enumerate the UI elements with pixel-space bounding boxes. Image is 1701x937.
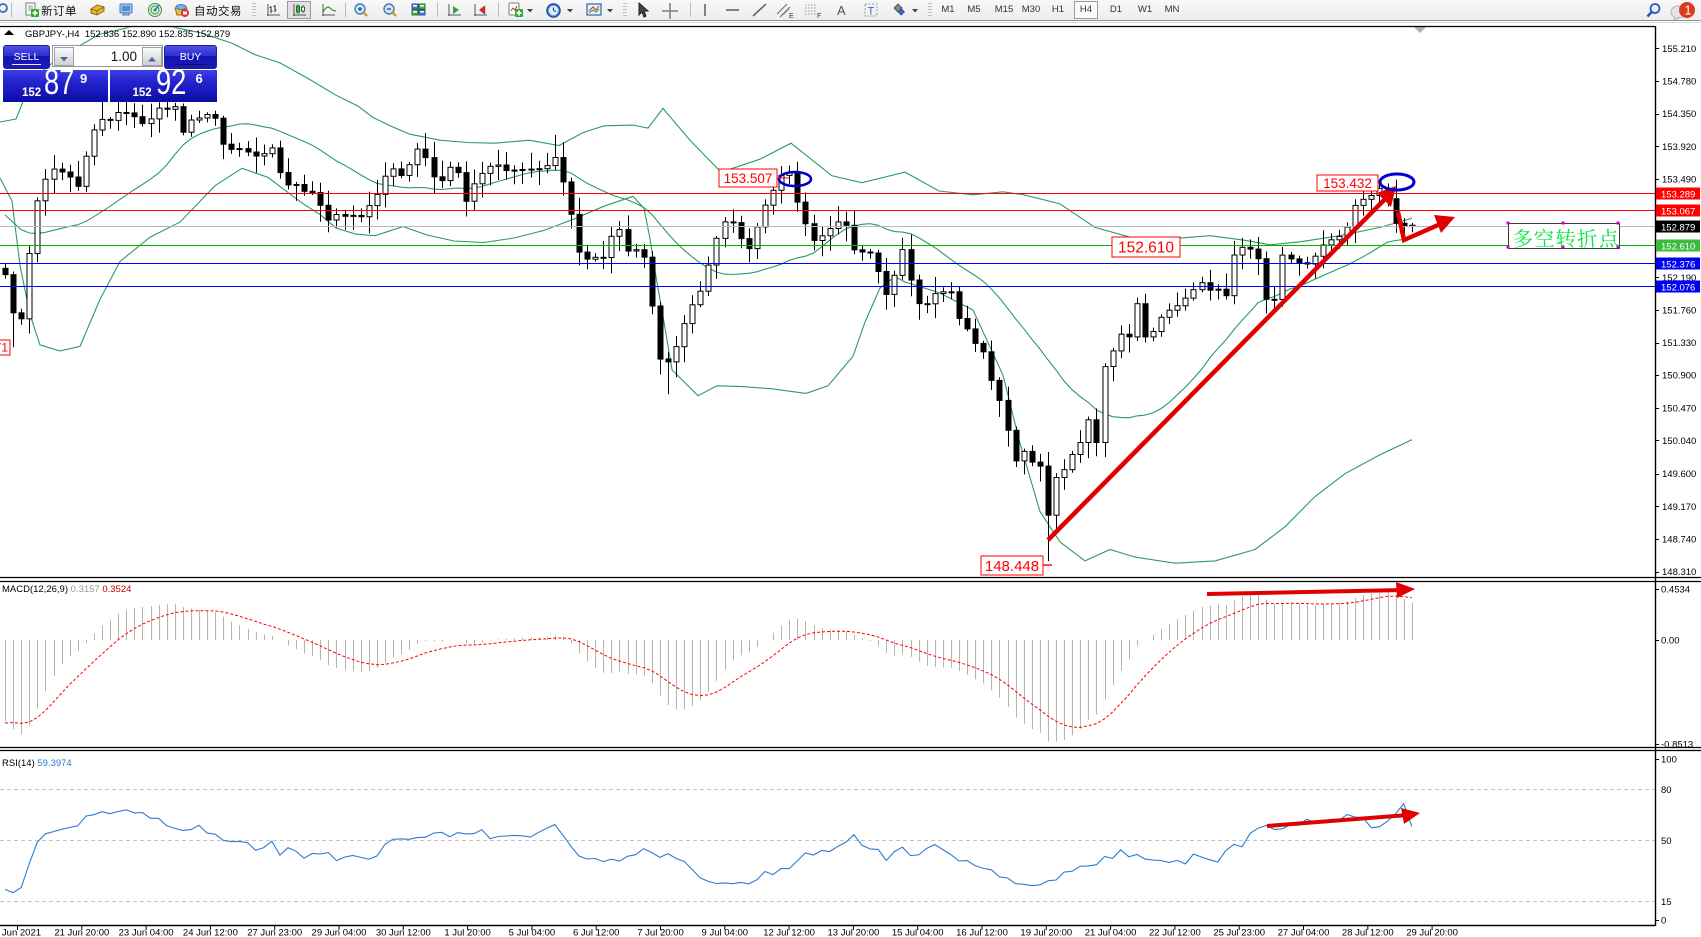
svg-text:1 Jul 20:00: 1 Jul 20:00 — [444, 928, 490, 937]
svg-text:153.507: 153.507 — [724, 171, 773, 186]
svg-text:152.610: 152.610 — [1661, 241, 1695, 252]
svg-text:30 Jun 12:00: 30 Jun 12:00 — [376, 928, 431, 937]
svg-text:23 Jun 04:00: 23 Jun 04:00 — [119, 928, 174, 937]
svg-text:27 Jun 23:00: 27 Jun 23:00 — [247, 928, 302, 937]
svg-text:12 Jul 12:00: 12 Jul 12:00 — [763, 928, 815, 937]
svg-text:0.4534: 0.4534 — [1661, 585, 1690, 596]
svg-text:153.490: 153.490 — [1662, 174, 1696, 185]
svg-text:MACD(12,26,9) 0.3157 0.3524: MACD(12,26,9) 0.3157 0.3524 — [2, 584, 131, 595]
svg-text:22 Jul 12:00: 22 Jul 12:00 — [1149, 928, 1201, 937]
svg-text:29 Jun 04:00: 29 Jun 04:00 — [312, 928, 367, 937]
svg-text:153.289: 153.289 — [1661, 189, 1695, 200]
svg-text:153.432: 153.432 — [1323, 176, 1372, 191]
svg-text:100: 100 — [1661, 755, 1677, 766]
svg-text:21 Jun 20:00: 21 Jun 20:00 — [54, 928, 109, 937]
svg-text:15: 15 — [1661, 897, 1672, 908]
svg-text:152.376: 152.376 — [1661, 259, 1695, 270]
svg-text:0.00: 0.00 — [1661, 636, 1680, 647]
svg-text:152.879: 152.879 — [1661, 222, 1695, 233]
svg-text:7 Jul 20:00: 7 Jul 20:00 — [637, 928, 683, 937]
svg-text:GBPJPY-,H4 152.836 152.890 15: GBPJPY-,H4 152.836 152.890 152.835 152.8… — [25, 29, 230, 40]
svg-text:6 Jul 12:00: 6 Jul 12:00 — [573, 928, 619, 937]
svg-text:153.067: 153.067 — [1661, 206, 1695, 217]
svg-text:152.076: 152.076 — [1661, 282, 1695, 293]
svg-text:0: 0 — [1661, 916, 1666, 927]
svg-text:152.610: 152.610 — [1118, 240, 1174, 257]
svg-text:E: E — [789, 13, 794, 19]
svg-text:8 Jun 2021: 8 Jun 2021 — [0, 928, 41, 937]
svg-text:15 Jul 04:00: 15 Jul 04:00 — [892, 928, 944, 937]
svg-text:F: F — [817, 13, 821, 19]
svg-text:150.470: 150.470 — [1662, 403, 1696, 414]
svg-text:24 Jun 12:00: 24 Jun 12:00 — [183, 928, 238, 937]
svg-text:19 Jul 20:00: 19 Jul 20:00 — [1020, 928, 1072, 937]
svg-text:50: 50 — [1661, 836, 1672, 847]
svg-text:150.900: 150.900 — [1662, 371, 1696, 382]
svg-text:29 Jul 20:00: 29 Jul 20:00 — [1406, 928, 1458, 937]
svg-text:-0.8513: -0.8513 — [1661, 740, 1693, 751]
svg-text:150.040: 150.040 — [1662, 436, 1696, 447]
svg-text:148.740: 148.740 — [1662, 534, 1696, 545]
svg-text:1: 1 — [1685, 4, 1692, 18]
svg-text:T: T — [868, 6, 875, 18]
svg-text:151.330: 151.330 — [1662, 338, 1696, 349]
svg-text:28 Jul 12:00: 28 Jul 12:00 — [1342, 928, 1394, 937]
svg-text:154.780: 154.780 — [1662, 77, 1696, 88]
svg-text:151.271: 151.271 — [0, 341, 8, 355]
svg-text:16 Jul 12:00: 16 Jul 12:00 — [956, 928, 1008, 937]
svg-text:152.190: 152.190 — [1662, 273, 1696, 284]
svg-text:155.210: 155.210 — [1662, 44, 1696, 55]
svg-text:5 Jul 04:00: 5 Jul 04:00 — [509, 928, 555, 937]
svg-text:A: A — [837, 3, 846, 18]
svg-text:13 Jul 20:00: 13 Jul 20:00 — [828, 928, 880, 937]
svg-text:21 Jul 04:00: 21 Jul 04:00 — [1085, 928, 1137, 937]
svg-text:149.170: 149.170 — [1662, 502, 1696, 513]
svg-text:9 Jul 04:00: 9 Jul 04:00 — [702, 928, 748, 937]
svg-text:80: 80 — [1661, 785, 1672, 796]
svg-text:151.760: 151.760 — [1662, 306, 1696, 317]
svg-text:27 Jul 04:00: 27 Jul 04:00 — [1278, 928, 1330, 937]
svg-text:25 Jul 23:00: 25 Jul 23:00 — [1213, 928, 1265, 937]
svg-text:RSI(14) 59.3974: RSI(14) 59.3974 — [2, 758, 72, 769]
svg-text:148.448: 148.448 — [985, 558, 1039, 575]
svg-text:153.920: 153.920 — [1662, 142, 1696, 153]
svg-text:149.600: 149.600 — [1662, 469, 1696, 480]
svg-text:148.310: 148.310 — [1662, 567, 1696, 578]
svg-text:154.350: 154.350 — [1662, 109, 1696, 120]
